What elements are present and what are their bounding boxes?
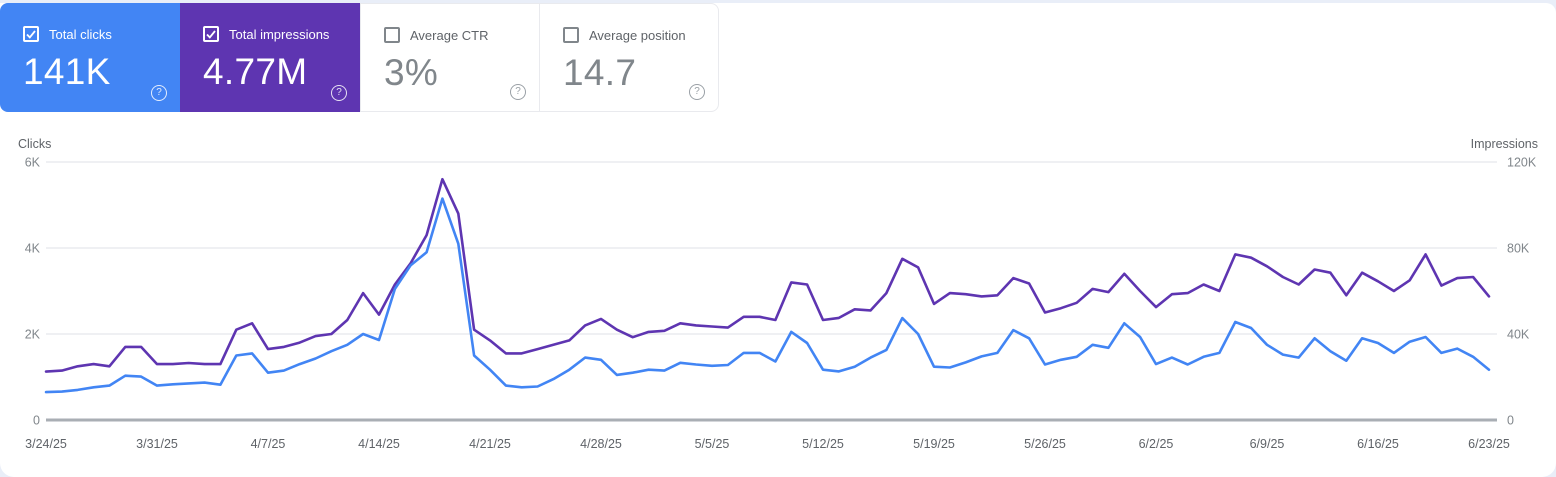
left-axis-tick: 4K (25, 242, 41, 256)
average-ctr-value: 3% (384, 52, 439, 93)
checkbox-check-icon (206, 29, 216, 39)
left-axis-title: Clicks (18, 137, 52, 151)
right-axis-tick: 40K (1507, 328, 1530, 342)
average-ctr-checkbox[interactable] (384, 27, 400, 43)
card-label: Average position (589, 27, 686, 43)
left-axis-tick: 2K (25, 328, 41, 342)
date-tick-label: 6/16/25 (1357, 437, 1399, 451)
right-axis-tick: 120K (1507, 156, 1537, 170)
total-clicks-checkbox[interactable] (23, 26, 39, 42)
total-impressions-value: 4.77M (203, 51, 308, 92)
total-impressions-line (44, 177, 1491, 373)
metric-cards-row: Total clicks 141K ? Total impressions 4.… (0, 3, 719, 112)
date-tick-label: 4/28/25 (580, 437, 622, 451)
metric-card-total-clicks[interactable]: Total clicks 141K ? (0, 3, 180, 112)
average-position-checkbox[interactable] (563, 27, 579, 43)
date-tick-label: 4/21/25 (469, 437, 511, 451)
left-axis-tick: 6K (25, 156, 41, 170)
date-tick-label: 5/19/25 (913, 437, 955, 451)
card-label: Average CTR (410, 27, 489, 43)
card-label: Total clicks (49, 26, 112, 42)
right-axis-tick: 80K (1507, 242, 1530, 256)
card-header: Total clicks (23, 26, 180, 42)
date-tick-label: 5/12/25 (802, 437, 844, 451)
metric-card-average-position[interactable]: Average position 14.7 ? (539, 3, 719, 112)
card-header: Average position (563, 27, 718, 43)
date-tick-label: 3/24/25 (25, 437, 67, 451)
date-tick-label: 5/5/25 (695, 437, 730, 451)
metric-card-total-impressions[interactable]: Total impressions 4.77M ? (180, 3, 360, 112)
help-icon[interactable]: ? (689, 84, 705, 100)
checkbox-check-icon (26, 29, 36, 39)
date-tick-label: 5/26/25 (1024, 437, 1066, 451)
date-tick-label: 4/7/25 (251, 437, 286, 451)
card-label: Total impressions (229, 26, 330, 42)
metric-card-average-ctr[interactable]: Average CTR 3% ? (360, 3, 540, 112)
total-impressions-checkbox[interactable] (203, 26, 219, 42)
date-tick-label: 6/9/25 (1250, 437, 1285, 451)
card-header: Total impressions (203, 26, 360, 42)
right-axis-tick: 0 (1507, 414, 1514, 428)
card-header: Average CTR (384, 27, 539, 43)
help-icon[interactable]: ? (331, 85, 347, 101)
total-clicks-line (44, 197, 1491, 394)
help-icon[interactable]: ? (151, 85, 167, 101)
date-tick-label: 3/31/25 (136, 437, 178, 451)
right-axis-title: Impressions (1470, 137, 1538, 151)
average-position-value: 14.7 (563, 52, 637, 93)
date-tick-label: 6/23/25 (1468, 437, 1510, 451)
left-axis-tick: 0 (33, 414, 40, 428)
date-tick-label: 6/2/25 (1139, 437, 1174, 451)
total-clicks-value: 141K (23, 51, 111, 92)
date-tick-label: 4/14/25 (358, 437, 400, 451)
help-icon[interactable]: ? (510, 84, 526, 100)
